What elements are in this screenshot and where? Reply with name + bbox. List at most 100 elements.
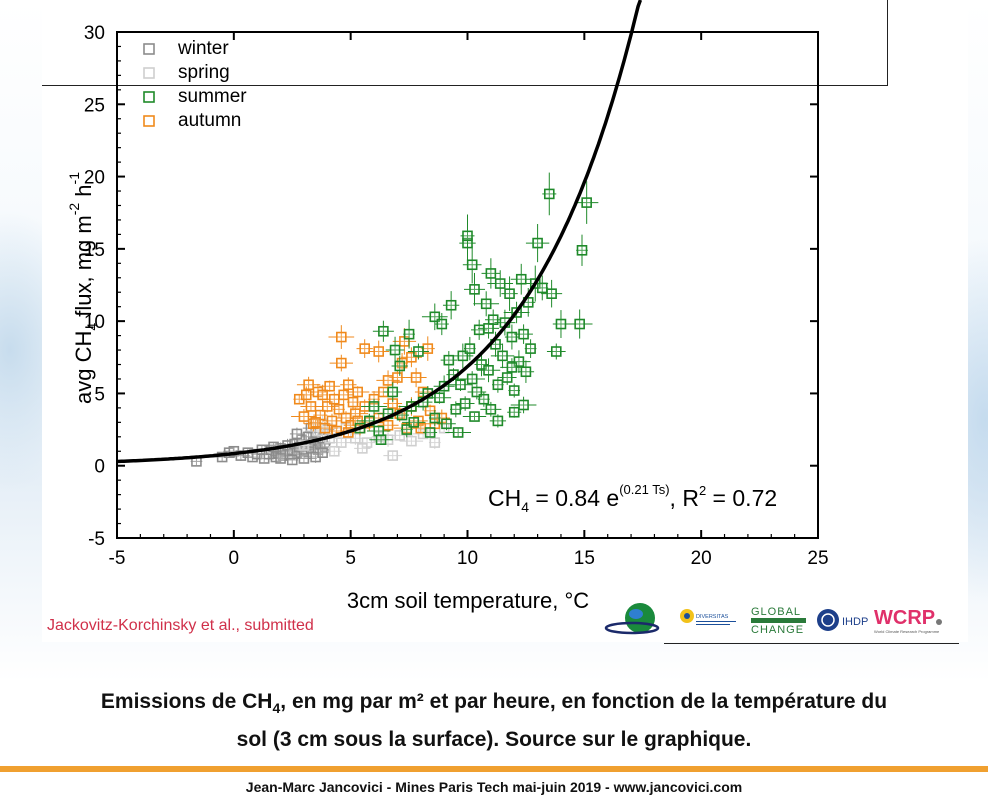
autumn-point bbox=[373, 346, 385, 357]
summer-point bbox=[408, 417, 420, 428]
autumn-point bbox=[343, 379, 354, 391]
summer-point bbox=[403, 328, 415, 340]
change-label: CHANGE bbox=[751, 624, 804, 636]
x-axis-label: 3cm soil temperature, °C bbox=[347, 588, 589, 613]
wcrp-label: WCRP bbox=[874, 607, 935, 629]
legend: winter spring summer autumn bbox=[143, 38, 247, 131]
summer-point bbox=[471, 386, 483, 398]
legend-marker-winter bbox=[143, 43, 155, 55]
caption-line2: sol (3 cm sous la surface). Source sur l… bbox=[236, 728, 752, 752]
x-tick-label: -5 bbox=[109, 548, 126, 569]
eq-tail: = 0.72 bbox=[706, 485, 777, 511]
caption-line1-a: Emissions de CH bbox=[100, 690, 273, 713]
summer-point bbox=[543, 188, 555, 200]
legend-label-winter: winter bbox=[177, 38, 229, 59]
summer-point bbox=[401, 424, 413, 435]
winter-point bbox=[298, 453, 310, 464]
y-tick-label: 5 bbox=[94, 384, 105, 405]
winter-point bbox=[317, 447, 328, 459]
x-tick-label: 5 bbox=[345, 548, 356, 569]
autumn-point bbox=[410, 372, 422, 383]
winter-point bbox=[291, 428, 303, 440]
autumn-point bbox=[329, 393, 340, 405]
summer-point bbox=[441, 418, 452, 430]
summer-point bbox=[518, 399, 529, 411]
autumn-point bbox=[317, 389, 328, 401]
summer-point bbox=[387, 386, 399, 398]
summer-point bbox=[476, 359, 487, 370]
summer-point bbox=[443, 354, 455, 366]
summer-point bbox=[452, 427, 464, 438]
igbp-globe-logo bbox=[604, 603, 660, 635]
summer-point bbox=[429, 311, 441, 323]
logo-strip: DIVERSITAS GLOBAL CHANGE IHDP WCRP World… bbox=[604, 603, 959, 644]
summer-point bbox=[492, 379, 504, 391]
y-label-part-avg: avg CH bbox=[71, 331, 96, 404]
legend-marker-spring bbox=[143, 67, 155, 79]
autumn-point bbox=[310, 417, 321, 428]
summer-point bbox=[485, 404, 497, 415]
logo-underline bbox=[664, 643, 959, 644]
autumn-point bbox=[347, 396, 359, 408]
summer-point bbox=[464, 343, 476, 354]
summer-point bbox=[581, 197, 592, 208]
autumn-point bbox=[352, 386, 363, 398]
source-credit: Jackovitz-Korchinsky et al., submitted bbox=[47, 617, 314, 634]
summer-point bbox=[483, 323, 494, 334]
summer-point bbox=[462, 230, 473, 242]
footer-text: Jean-Marc Jancovici - Mines Paris Tech m… bbox=[245, 779, 743, 795]
autumn-point bbox=[336, 331, 347, 343]
autumn-point bbox=[406, 351, 417, 363]
axis-ticks: -5 0 5 10 15 20 25 -5 0 5 10 15 20 25 30 bbox=[84, 23, 829, 569]
summer-point bbox=[504, 288, 515, 299]
spring-point bbox=[329, 445, 340, 457]
ihdp-label: IHDP bbox=[842, 616, 868, 628]
caption-line1-b: , en mg par m² et par heure, en fonction… bbox=[280, 690, 888, 713]
legend-marker-summer bbox=[143, 91, 155, 103]
y-tick-label: 25 bbox=[84, 95, 105, 116]
summer-point bbox=[436, 318, 448, 330]
fit-equation: CH4 = 0.84 e(0.21 Ts), R2 = 0.72 bbox=[488, 482, 777, 515]
autumn-point bbox=[324, 380, 335, 392]
autumn-point bbox=[300, 389, 312, 401]
summer-point bbox=[373, 425, 385, 437]
x-tick-label: 0 bbox=[229, 548, 240, 569]
legend-label-summer: summer bbox=[178, 86, 247, 107]
summer-point bbox=[576, 245, 588, 256]
spring-point bbox=[387, 450, 399, 461]
summer-point bbox=[445, 299, 457, 311]
summer-point bbox=[532, 237, 543, 249]
x-tick-label: 15 bbox=[574, 548, 595, 569]
spring-point bbox=[394, 430, 406, 441]
fit-curve bbox=[116, 0, 643, 464]
autumn-point bbox=[350, 408, 361, 419]
summer-point bbox=[506, 331, 518, 343]
summer-point bbox=[459, 398, 471, 409]
summer-point bbox=[508, 406, 520, 418]
diversitas-logo: DIVERSITAS bbox=[680, 609, 736, 625]
autumn-point bbox=[303, 379, 314, 391]
summer-point bbox=[483, 364, 494, 376]
x-tick-label: 10 bbox=[457, 548, 478, 569]
legend-marker-autumn bbox=[143, 115, 155, 127]
y-tick-label: 10 bbox=[84, 312, 105, 333]
x-tick-label: 20 bbox=[691, 548, 712, 569]
eq-mid: = 0.84 e bbox=[529, 485, 619, 511]
eq-sup2: 2 bbox=[699, 483, 706, 498]
summer-point bbox=[375, 434, 387, 445]
summer-point bbox=[506, 362, 518, 373]
wcrp-logo: WCRP World Climate Research Programme bbox=[874, 607, 942, 634]
autumn-point bbox=[338, 389, 349, 401]
summer-point bbox=[434, 392, 445, 404]
summer-point bbox=[513, 356, 525, 367]
global-label: GLOBAL bbox=[751, 606, 801, 618]
summer-point bbox=[368, 401, 380, 412]
summer-point bbox=[466, 259, 478, 271]
summer-point bbox=[555, 318, 567, 330]
orange-divider bbox=[0, 766, 988, 772]
summer-point bbox=[469, 284, 480, 295]
summer-point bbox=[497, 350, 508, 362]
autumn-point bbox=[326, 415, 338, 427]
data-points bbox=[190, 172, 599, 467]
caption-sub4: 4 bbox=[272, 700, 281, 717]
